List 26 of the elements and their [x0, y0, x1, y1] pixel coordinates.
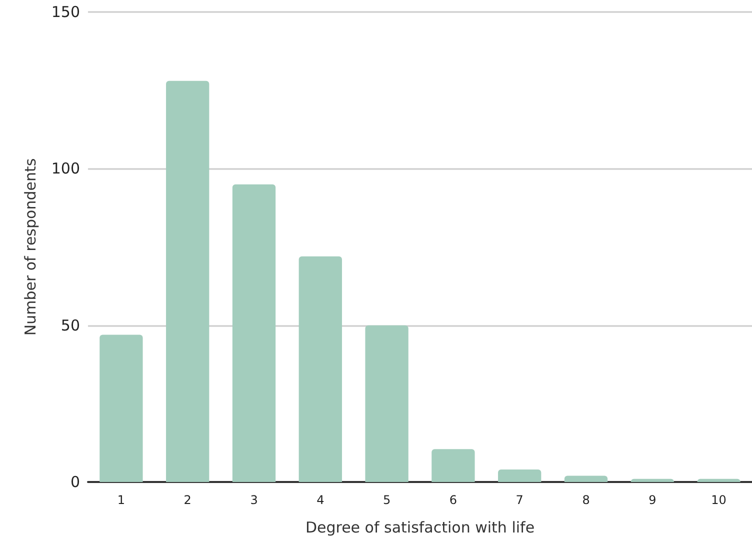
x-tick-label: 1 — [117, 493, 126, 507]
bar — [697, 478, 740, 482]
x-tick-label: 2 — [184, 493, 192, 507]
bar — [498, 469, 542, 482]
bar — [365, 325, 408, 482]
y-tick-label: 100 — [51, 160, 80, 178]
x-tick-label: 4 — [316, 493, 324, 507]
x-tick-label: 7 — [516, 493, 524, 507]
y-axis-title: Number of respondents — [22, 158, 40, 336]
bar — [564, 476, 608, 482]
x-tick-label: 9 — [648, 493, 656, 507]
y-tick-label: 0 — [70, 473, 80, 491]
bar — [432, 449, 475, 482]
bar — [232, 184, 276, 482]
bar — [100, 334, 143, 482]
x-tick-label: 5 — [382, 493, 391, 507]
x-tick-label: 6 — [449, 493, 458, 507]
x-axis-title: Degree of satisfaction with life — [305, 518, 535, 536]
y-tick-label: 150 — [51, 3, 80, 21]
x-tick-label: 3 — [250, 493, 258, 507]
y-tick-label: 50 — [60, 316, 80, 334]
x-tick-label: 8 — [582, 493, 590, 507]
bar — [298, 256, 342, 482]
x-tick-label: 10 — [711, 493, 726, 507]
bar — [166, 80, 210, 482]
bar — [630, 478, 674, 482]
